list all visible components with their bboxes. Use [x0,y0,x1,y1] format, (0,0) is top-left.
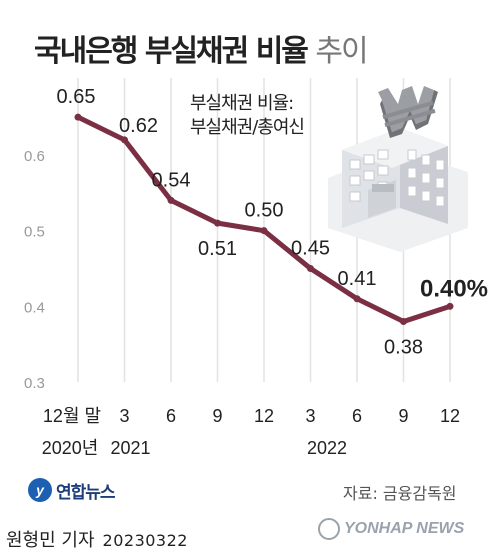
data-point [167,196,175,204]
data-point [121,136,128,144]
note-box: 부실채권 비율: 부실채권/총여신 [190,92,305,140]
y-tick-label: 0.5 [24,224,45,241]
x-tick-label: 9 [212,406,222,426]
sign-365-icon [372,184,394,192]
title-light: 추이 [315,34,368,69]
line-chart: 0.3 0.4 0.5 0.6 0.65 0.62 0.54 0.51 0.50 [24,78,489,458]
data-point [260,227,268,235]
data-point [353,295,361,303]
yonhap-watermark: YONHAP NEWS [318,516,464,542]
byline-date: 20230322 [102,531,188,550]
y-tick-label: 0.4 [24,299,45,316]
note-line1: 부실채권 비율: [190,93,294,114]
value-label: 0.38 [384,336,423,358]
x-tick-label: 3 [305,406,315,426]
year-label: 2020년 [42,438,99,458]
source-note: 자료: 금융감독원 [343,484,457,503]
data-point [446,302,454,310]
x-tick-label: 12월 말 [43,406,101,426]
footer-bar [0,518,499,557]
data-point [74,113,82,121]
y-tick-label: 0.6 [24,148,45,165]
x-tick-label: 6 [166,406,176,426]
value-labels: 0.65 0.62 0.54 0.51 0.50 0.45 0.41 0.38 0.40% [57,86,489,358]
byline: 원형민 기자 20230322 [6,526,188,552]
value-label: 0.45 [291,238,330,260]
year-label: 2022 [307,438,347,458]
y-tick-labels: 0.3 0.4 0.5 0.6 [24,148,45,392]
data-point [307,265,314,272]
x-tick-label: 3 [119,406,129,426]
x-tick-labels: 12월 말 3 6 9 12 3 6 9 12 2020년 2021 2022 [42,406,460,458]
value-label: 0.54 [152,169,191,191]
byline-author: 원형민 기자 [6,530,95,551]
value-label: 0.62 [119,115,158,137]
value-label: 0.51 [198,238,237,260]
y-tick-label: 0.3 [24,375,45,392]
logo-brand: 연합뉴스 [56,482,116,503]
data-points [74,113,454,325]
yonhap-logo-icon: y [28,478,52,502]
yonhap-logo: y 연합뉴스 [28,476,116,504]
data-point [400,317,407,325]
value-label: 0.40% [420,275,488,302]
watermark-text: YONHAP NEWS [344,520,465,537]
x-tick-label: 12 [440,406,460,426]
infographic-card: 국내은행 부실채권 비율 추이 0.3 0.4 0.5 0.6 [24,26,489,504]
x-tick-label: 9 [398,406,408,426]
value-label: 0.65 [57,86,96,108]
x-tick-label: 12 [254,406,274,426]
x-tick-label: 6 [352,406,362,426]
bank-building-icon [328,86,468,252]
note-line2: 부실채권/총여신 [190,117,305,138]
watermark-logo-icon [318,518,340,540]
chart-title: 국내은행 부실채권 비율 추이 [34,26,369,70]
title-main: 국내은행 부실채권 비율 [34,34,309,69]
value-label: 0.41 [338,268,377,290]
year-label: 2021 [110,438,150,458]
value-label: 0.50 [245,200,284,222]
data-point [214,219,221,227]
